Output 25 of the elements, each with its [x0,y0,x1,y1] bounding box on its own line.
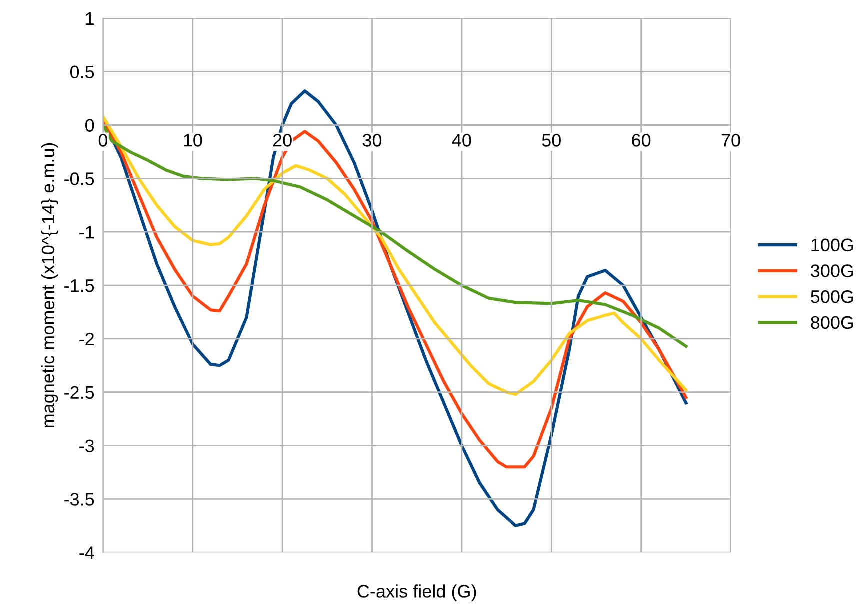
x-tick-label: 0 [98,134,108,147]
y-tick-label: 0 [86,119,94,132]
x-tick-label: 30 [362,134,382,147]
y-axis-title: magnetic moment (x10^{-14} e.m.u) [41,143,58,428]
y-tick-label: 0.5 [70,66,94,79]
y-tick-label: -3.5 [64,493,94,506]
x-tick-label: 50 [542,134,561,147]
legend-label: 300G [811,264,854,278]
x-tick-label: 10 [184,134,202,147]
y-tick-label: -1 [80,226,94,239]
y-tick-label: -2.5 [64,386,94,400]
legend-label: 100G [812,238,854,252]
x-tick-label: 20 [273,134,292,147]
y-tick-label: -4 [80,546,94,560]
y-tick-label: 1 [86,12,94,25]
y-tick-label: -0.5 [64,172,94,186]
legend-label: 500G [811,290,854,304]
y-tick-label: -1.5 [64,280,94,292]
y-tick-label: -2 [80,332,94,346]
x-tick-label: 70 [722,134,740,147]
x-tick-label: 40 [452,134,472,147]
x-axis-title: C-axis field (G) [358,584,476,602]
x-tick-label: 60 [632,134,651,147]
legend-label: 800G [811,316,854,330]
y-tick-label: -3 [80,440,94,452]
